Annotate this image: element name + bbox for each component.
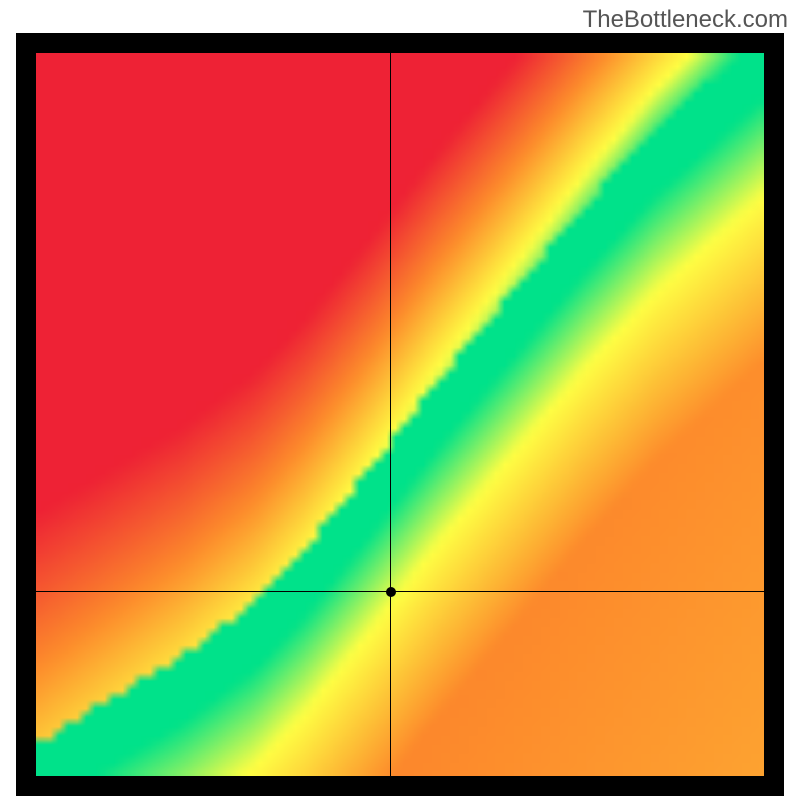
heatmap-canvas — [36, 53, 764, 776]
chart-container: TheBottleneck.com — [0, 0, 800, 800]
watermark-text: TheBottleneck.com — [583, 6, 788, 34]
crosshair-horizontal — [36, 591, 764, 592]
heatmap-plot — [36, 53, 764, 776]
crosshair-vertical — [390, 53, 391, 776]
crosshair-marker — [386, 587, 396, 597]
